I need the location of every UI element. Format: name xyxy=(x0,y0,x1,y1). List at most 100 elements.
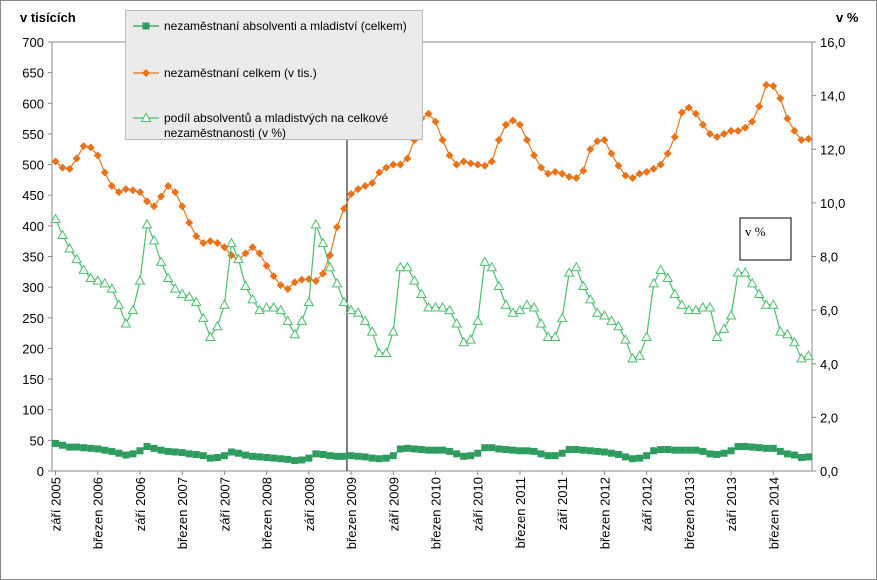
point xyxy=(366,326,378,336)
point xyxy=(692,446,700,454)
point xyxy=(521,299,533,309)
point xyxy=(359,315,371,325)
point xyxy=(678,446,686,454)
point xyxy=(586,447,594,455)
point xyxy=(465,334,477,344)
point xyxy=(760,299,772,309)
point xyxy=(169,283,181,293)
point xyxy=(704,301,716,312)
point xyxy=(79,142,88,151)
x-tick-label: březen 2010 xyxy=(429,477,444,549)
point xyxy=(586,145,595,154)
point xyxy=(416,288,427,299)
point xyxy=(120,318,132,328)
point xyxy=(317,237,329,248)
point xyxy=(178,202,187,211)
point xyxy=(530,151,539,160)
point xyxy=(783,450,791,458)
legend-swatch xyxy=(133,112,159,122)
point xyxy=(537,163,546,172)
x-tick-label: září 2013 xyxy=(724,477,739,531)
y2-axis-label: v % xyxy=(836,10,859,25)
point xyxy=(636,454,644,462)
x-tick-label: březen 2013 xyxy=(682,477,697,549)
point xyxy=(94,445,102,453)
point xyxy=(466,159,475,168)
x-tick-label: září 2012 xyxy=(640,477,655,531)
point xyxy=(72,154,81,163)
point xyxy=(142,22,150,30)
point xyxy=(157,192,166,201)
point xyxy=(220,452,228,460)
point xyxy=(113,299,125,309)
point xyxy=(283,284,292,293)
point xyxy=(501,120,510,129)
y-tick-label: 250 xyxy=(22,311,44,326)
point xyxy=(439,446,447,454)
point xyxy=(275,304,287,315)
point xyxy=(592,307,603,317)
legend-swatch xyxy=(133,22,159,30)
point xyxy=(769,444,777,452)
x-tick-label: září 2010 xyxy=(471,477,486,531)
y-tick-label: 150 xyxy=(22,372,44,387)
legend-label: nezaměstnaní absolventi a mladiství (cel… xyxy=(164,19,407,33)
point xyxy=(240,280,251,290)
point xyxy=(128,186,137,195)
point xyxy=(368,454,376,462)
y2-tick-label: 6,0 xyxy=(820,303,838,318)
point xyxy=(620,334,631,344)
point xyxy=(629,455,637,463)
point xyxy=(458,336,470,347)
point xyxy=(331,277,343,288)
point xyxy=(424,109,433,118)
point xyxy=(135,188,144,197)
point xyxy=(71,253,82,264)
point xyxy=(204,331,216,341)
point xyxy=(782,328,793,339)
point xyxy=(431,117,440,126)
x-tick-label: září 2009 xyxy=(386,477,401,531)
point xyxy=(192,232,201,241)
point xyxy=(697,301,709,312)
point xyxy=(333,452,341,460)
x-tick-label: září 2005 xyxy=(49,477,64,531)
point xyxy=(783,114,792,123)
y-tick-label: 200 xyxy=(22,341,44,356)
point xyxy=(430,301,441,312)
point xyxy=(797,454,805,462)
point xyxy=(452,160,461,169)
point xyxy=(424,446,432,454)
point xyxy=(242,451,250,459)
point xyxy=(396,445,404,453)
point xyxy=(121,185,130,194)
point xyxy=(727,447,735,455)
point xyxy=(445,151,454,160)
point xyxy=(635,169,644,178)
point xyxy=(479,256,491,266)
point xyxy=(558,449,566,457)
point xyxy=(319,450,327,458)
point xyxy=(790,126,799,135)
point xyxy=(114,188,123,197)
point xyxy=(248,243,257,252)
point xyxy=(769,82,778,91)
y2-tick-label: 10,0 xyxy=(820,196,845,211)
point xyxy=(720,449,728,457)
point xyxy=(51,157,60,166)
point xyxy=(85,272,97,282)
point xyxy=(382,163,391,172)
point xyxy=(115,449,123,457)
point xyxy=(755,444,763,452)
point xyxy=(270,454,278,462)
point xyxy=(753,288,765,299)
series-markers xyxy=(50,213,814,363)
point xyxy=(528,301,540,312)
point xyxy=(634,350,645,360)
point xyxy=(305,454,313,462)
point xyxy=(641,331,652,341)
point xyxy=(473,160,482,169)
point xyxy=(706,450,714,458)
point xyxy=(423,301,434,312)
